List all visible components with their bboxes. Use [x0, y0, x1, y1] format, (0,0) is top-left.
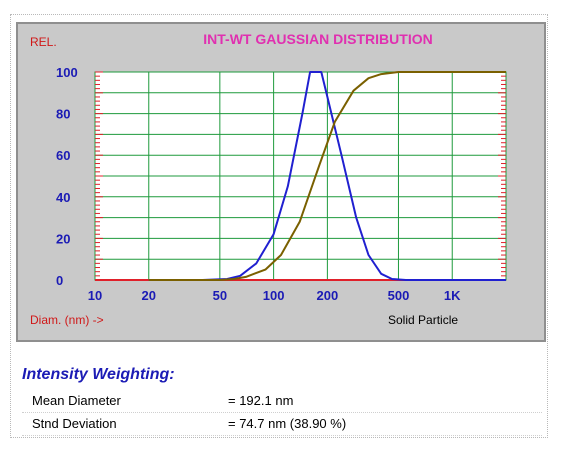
stat-row-mean: Mean Diameter = 192.1 nm	[22, 390, 542, 413]
std-deviation-value: = 74.7 nm (38.90 %)	[228, 416, 347, 431]
solid-particle-label: Solid Particle	[388, 313, 458, 327]
y-axis-label: REL.	[30, 35, 57, 49]
std-deviation-label: Stnd Deviation	[32, 416, 117, 431]
x-tick-label: 200	[317, 288, 339, 303]
stat-row-stdev: Stnd Deviation = 74.7 nm (38.90 %)	[22, 413, 542, 436]
series-line-2	[148, 71, 506, 281]
distribution-chart: 0 20 40 60 80 100 10 20 50 100 200 500 1K INT-WT GAU…	[30, 31, 507, 327]
y-tick-label: 0	[56, 273, 63, 288]
mean-diameter-value: = 192.1 nm	[228, 393, 294, 408]
x-tick-label: 500	[388, 288, 410, 303]
x-axis-label: Diam. (nm) ->	[30, 313, 104, 327]
figure-frame	[10, 14, 548, 438]
y-tick-label: 60	[56, 148, 70, 163]
x-tick-label: 50	[213, 288, 227, 303]
x-tick-label: 10	[88, 288, 102, 303]
mean-diameter-label: Mean Diameter	[32, 393, 121, 408]
x-tick-label: 20	[142, 288, 156, 303]
x-tick-label: 1K	[444, 288, 461, 303]
stats-title: Intensity Weighting:	[22, 366, 175, 383]
y-tick-label: 100	[56, 65, 78, 80]
chart-title: INT-WT GAUSSIAN DISTRIBUTION	[203, 31, 432, 47]
y-tick-label: 20	[56, 231, 70, 246]
chart-panel: 0 20 40 60 80 100 10 20 50 100 200 500 1K INT-WT GAU…	[16, 22, 546, 342]
y-tick-label: 80	[56, 107, 70, 122]
x-tick-label: 100	[263, 288, 285, 303]
series-line-1	[148, 71, 506, 281]
stats-section: Intensity Weighting: Mean Diameter = 192…	[22, 366, 542, 436]
curves	[148, 71, 506, 281]
tick-labels: 0 20 40 60 80 100 10 20 50 100 200 500 1K	[56, 65, 461, 303]
y-tick-label: 40	[56, 190, 70, 205]
